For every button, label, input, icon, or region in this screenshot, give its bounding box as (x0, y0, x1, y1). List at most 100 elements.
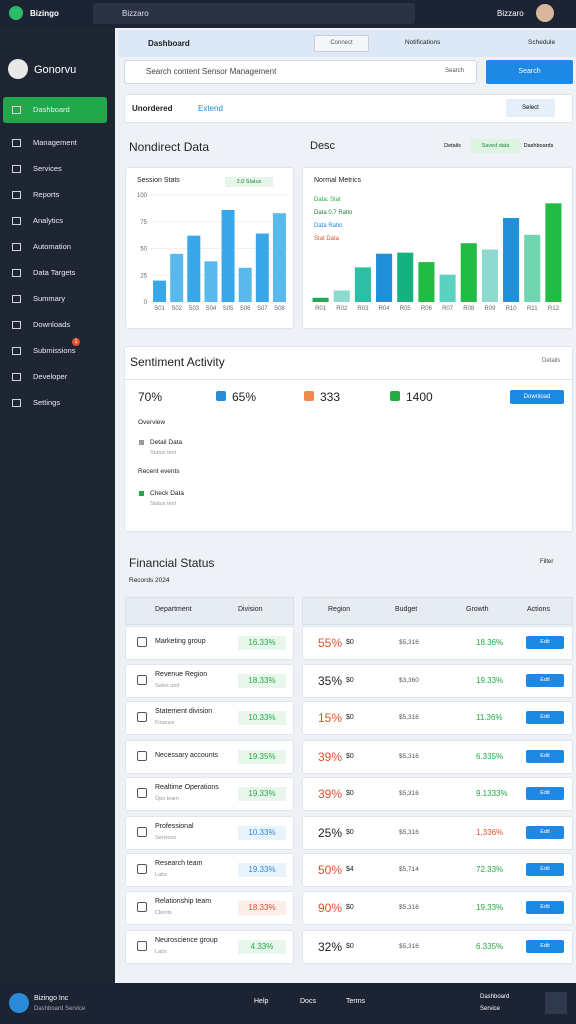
chart-title: Session Stats (137, 177, 180, 184)
connect-btn[interactable]: Connect (314, 35, 369, 52)
footer-link[interactable]: Docs (300, 998, 316, 1005)
tab[interactable]: Extend (198, 104, 223, 113)
x-tick-label: S01 (154, 306, 165, 312)
row-cur: $4 (346, 866, 354, 873)
nav-item[interactable]: Reports (33, 190, 60, 199)
row-action[interactable]: Edit (526, 787, 564, 800)
bar (397, 252, 414, 302)
row-action[interactable]: Edit (526, 863, 564, 876)
row-cur: $0 (346, 943, 354, 950)
nav-icon (12, 399, 21, 407)
x-tick-label: S05 (223, 306, 234, 312)
footer-note: Dashboard Service (34, 1006, 86, 1012)
row-action[interactable]: Edit (526, 674, 564, 687)
bar (439, 274, 456, 302)
row-sub: Labs (155, 872, 167, 878)
header-link[interactable]: Notifications (405, 39, 441, 46)
table-filter[interactable]: Filter (540, 559, 554, 565)
stat-icon (390, 391, 400, 401)
nav-badge: 1 (72, 338, 80, 346)
x-tick-label: R03 (357, 306, 369, 312)
row-action[interactable]: Edit (526, 750, 564, 763)
row-left (125, 891, 294, 925)
row-value: 35% (318, 674, 343, 688)
row-pct2: 11.36% (476, 713, 503, 722)
search-btn[interactable]: Search (486, 60, 573, 84)
summary-strip (124, 379, 573, 380)
nav-item[interactable]: Automation (33, 242, 71, 251)
nav-item[interactable]: Management (33, 138, 77, 147)
row-right (302, 891, 573, 925)
x-tick-label: R07 (442, 306, 454, 312)
nav-item[interactable]: Data Targets (33, 268, 76, 277)
row-name: Realtime Operations (155, 784, 219, 791)
download-btn[interactable]: Download (510, 390, 564, 404)
nav-item[interactable]: Analytics (33, 216, 64, 225)
row-action[interactable]: Edit (526, 636, 564, 649)
nav-item[interactable]: Downloads (33, 320, 71, 329)
column-header[interactable]: Region (328, 606, 351, 613)
table-head-left (125, 597, 294, 625)
search-input[interactable] (124, 60, 477, 84)
y-tick-label: 75 (140, 220, 147, 226)
page-title: Dashboard (148, 39, 190, 48)
avatar[interactable] (536, 4, 554, 22)
row-num: $5,316 (399, 943, 419, 950)
row-pct: 18.33% (238, 674, 286, 688)
bar (272, 213, 286, 302)
footer-link[interactable]: Help (254, 998, 269, 1005)
summary-title: Sentiment Activity (130, 355, 225, 369)
row-action[interactable]: Edit (526, 711, 564, 724)
row-pct2: 1,336% (476, 828, 504, 837)
nav-icon (12, 321, 21, 329)
bar (545, 203, 562, 302)
row-num: $5,316 (399, 904, 419, 911)
row-name: Revenue Region (155, 671, 208, 678)
overview-subtitle: Desc (310, 140, 336, 152)
column-header[interactable]: Department (155, 606, 192, 613)
select[interactable]: Select (506, 99, 555, 117)
stat-value: 1400 (406, 390, 433, 404)
column-header[interactable]: Growth (466, 606, 489, 613)
nav-item[interactable]: Services (33, 164, 62, 173)
item-dot (139, 440, 144, 445)
summary-link[interactable]: Details (542, 358, 561, 364)
nav-item[interactable]: Submissions (33, 346, 76, 355)
tab[interactable]: Unordered (132, 104, 173, 113)
item-sub: Status text (150, 450, 176, 456)
row-cur: $0 (346, 639, 354, 646)
search-box[interactable] (93, 3, 415, 24)
filter-chip[interactable]: Saved data (471, 139, 520, 153)
y-tick-label: 50 (140, 247, 147, 253)
column-header[interactable]: Actions (527, 606, 550, 613)
brand: Bizingo (30, 9, 59, 18)
row-value: 39% (318, 787, 343, 801)
row-cur: $0 (346, 829, 354, 836)
row-icon (137, 712, 147, 722)
filter-chip[interactable]: Details (444, 143, 461, 149)
footer-link[interactable]: Terms (346, 998, 366, 1005)
row-pct: 10.33% (238, 711, 286, 725)
row-sub: Labs (155, 949, 167, 955)
row-action[interactable]: Edit (526, 940, 564, 953)
row-action[interactable]: Edit (526, 901, 564, 914)
nav-item[interactable]: Summary (33, 294, 66, 303)
filter-chip[interactable]: Dashboards (523, 143, 554, 149)
column-header[interactable]: Division (238, 606, 263, 613)
nav-item[interactable]: Dashboard (33, 105, 70, 114)
header-link[interactable]: Schedule (528, 39, 556, 46)
row-action[interactable]: Edit (526, 826, 564, 839)
nav-item[interactable]: Settings (33, 398, 61, 407)
row-value: 32% (318, 940, 343, 954)
row-left (125, 626, 294, 660)
stat-value: 333 (320, 390, 341, 404)
bar (153, 280, 167, 302)
nav-item[interactable]: Developer (33, 372, 68, 381)
bar (170, 253, 184, 302)
row-pct: 16.33% (238, 636, 286, 650)
column-header[interactable]: Budget (395, 606, 418, 613)
row-pct: 10.33% (238, 826, 286, 840)
footer-btn[interactable] (545, 992, 567, 1014)
row-name: Professional (155, 823, 194, 830)
row-icon (137, 751, 147, 761)
